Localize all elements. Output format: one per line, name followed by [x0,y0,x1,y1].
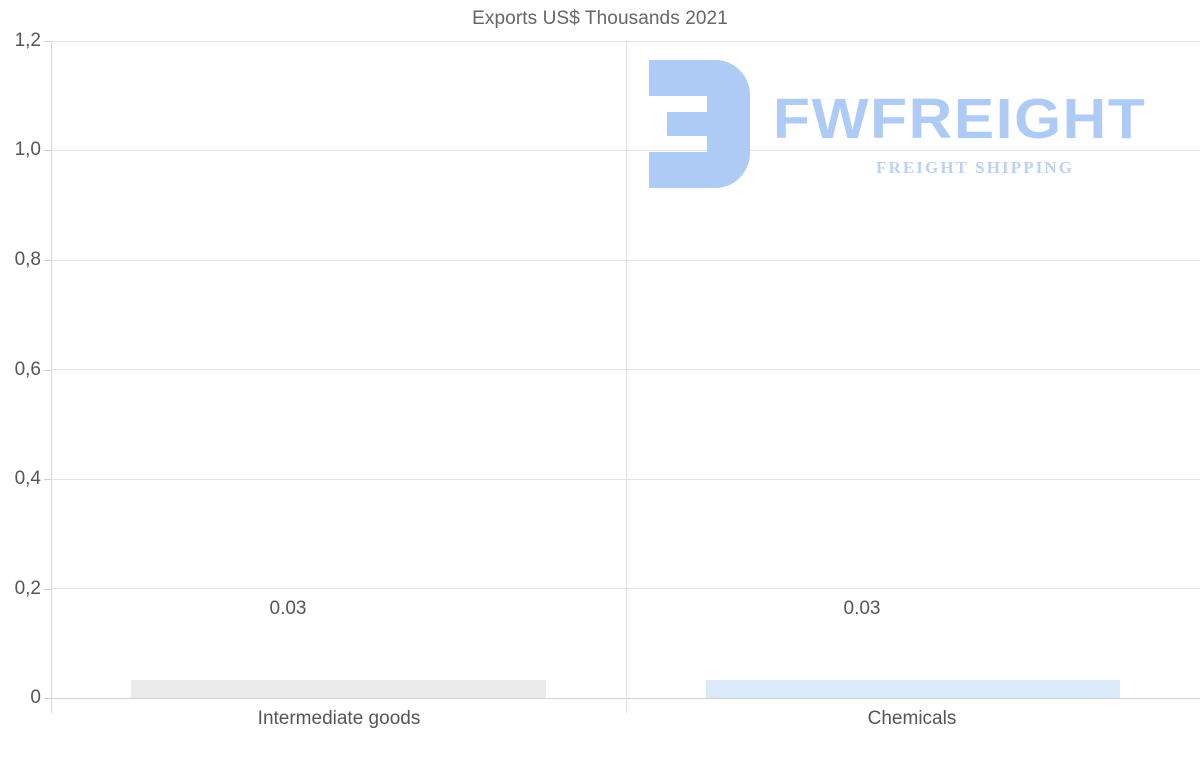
gridline-0-6 [51,369,1200,370]
y-tick-label-0-2: 0,2 [14,578,41,599]
category-divider [626,41,627,713]
bar-chemicals[interactable] [706,680,1120,698]
gridline-1-0 [51,150,1200,151]
chart-title: Exports US$ Thousands 2021 [472,8,728,29]
y-tick-label-1-2: 1,2 [14,30,41,51]
y-tick-label-0-8: 0,8 [14,249,41,270]
gridline-1-2 [51,41,1200,42]
y-tick-mark-0 [44,698,52,699]
gridline-0-2 [51,588,1200,589]
y-tick-label-0: 0 [30,687,41,708]
y-tick-label-0-4: 0,4 [14,468,41,489]
y-tick-label-1-0: 1,0 [14,139,41,160]
gridline-0-4 [51,479,1200,480]
y-tick-mark-1-2 [44,41,52,42]
y-tick-mark-1-0 [44,150,52,151]
y-tick-mark-0-4 [44,479,52,480]
gridline-0-8 [51,260,1200,261]
bar-intermediate-goods[interactable] [131,680,546,698]
y-axis-line [51,41,52,713]
y-tick-mark-0-6 [44,370,52,371]
data-label-chemicals: 0.03 [843,598,881,619]
gridline-baseline-0 [51,698,1200,699]
data-label-intermediate-goods: 0.03 [269,598,307,619]
y-tick-mark-0-8 [44,260,52,261]
category-label-intermediate-goods: Intermediate goods [257,708,421,729]
y-tick-mark-0-2 [44,589,52,590]
y-tick-label-0-6: 0,6 [14,359,41,380]
plot-area [51,41,1200,699]
category-label-chemicals: Chemicals [867,708,957,729]
